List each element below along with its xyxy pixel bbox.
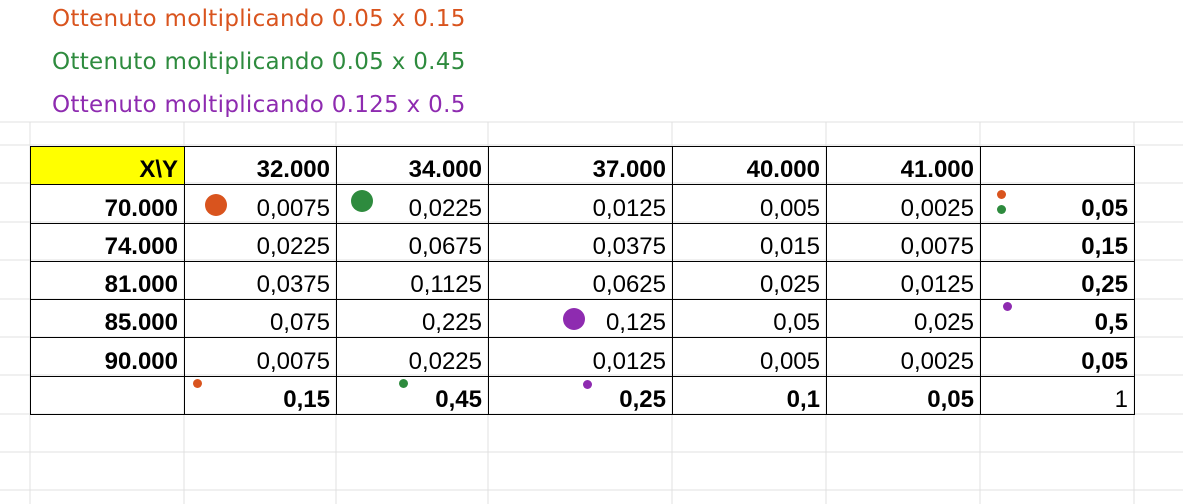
column-header[interactable]: 41.000 — [826, 145, 981, 186]
orange-dot-marker — [205, 194, 227, 217]
row-total-cell[interactable]: 0,5 — [980, 299, 1135, 339]
column-header[interactable]: 40.000 — [672, 145, 827, 186]
table-cell[interactable]: 0,0225 — [336, 184, 489, 224]
table-cell[interactable]: 0,0075 — [184, 184, 337, 224]
table-cell[interactable]: 0,025 — [672, 260, 827, 301]
column-total-cell[interactable]: 0,25 — [488, 375, 673, 416]
table-cell[interactable]: 0,005 — [672, 184, 827, 224]
orange-dot-marker — [193, 378, 202, 388]
table-row: 90.000 0,0075 0,0225 0,0125 0,005 0,0025… — [30, 337, 1135, 377]
table-cell[interactable]: 0,0075 — [184, 337, 337, 377]
table-cell[interactable]: 0,0375 — [184, 260, 337, 301]
row-header[interactable]: 85.000 — [30, 299, 185, 339]
green-dot-marker — [997, 205, 1006, 215]
table-cell[interactable]: 0,005 — [672, 337, 827, 377]
column-total-cell[interactable]: 0,1 — [672, 375, 827, 416]
table-cell[interactable]: 0,0225 — [336, 337, 489, 377]
column-total-cell[interactable]: 0,45 — [336, 375, 489, 416]
table-cell[interactable]: 0,0225 — [184, 222, 337, 262]
table-cell[interactable]: 0,0025 — [826, 337, 981, 377]
grand-total-cell[interactable]: 1 — [980, 375, 1135, 416]
joint-probability-table: X\Y 32.000 34.000 37.000 40.000 41.000 7… — [30, 145, 1135, 416]
table-cell[interactable]: 0,0625 — [488, 260, 673, 301]
table-cell[interactable]: 0,225 — [336, 299, 489, 339]
column-header[interactable] — [980, 145, 1135, 186]
corner-cell[interactable]: X\Y — [30, 145, 185, 186]
table-cell[interactable]: 0,025 — [826, 299, 981, 339]
row-header[interactable]: 81.000 — [30, 260, 185, 301]
orange-dot-marker — [997, 190, 1006, 200]
purple-dot-marker — [563, 308, 585, 331]
table-cell[interactable]: 0,015 — [672, 222, 827, 262]
annotation-orange: Ottenuto moltiplicando 0.05 x 0.15 — [52, 6, 466, 32]
table-cell[interactable]: 0,0125 — [488, 337, 673, 377]
table-row: 74.000 0,0225 0,0675 0,0375 0,015 0,0075… — [30, 222, 1135, 262]
column-total-cell[interactable]: 0,15 — [184, 375, 337, 416]
row-total-cell[interactable]: 0,25 — [980, 260, 1135, 301]
row-total-cell[interactable]: 0,05 — [980, 337, 1135, 377]
row-total-cell[interactable]: 0,05 — [980, 184, 1135, 224]
table-cell[interactable]: 0,0125 — [826, 260, 981, 301]
purple-dot-marker — [583, 379, 592, 389]
row-header[interactable]: 74.000 — [30, 222, 185, 262]
header-row: X\Y 32.000 34.000 37.000 40.000 41.000 — [30, 145, 1135, 186]
table-cell[interactable]: 0,125 — [488, 299, 673, 339]
table-row: 85.000 0,075 0,225 0,125 0,05 0,025 0,5 — [30, 299, 1135, 339]
row-header[interactable]: 90.000 — [30, 337, 185, 377]
table-cell[interactable]: 0,0375 — [488, 222, 673, 262]
row-header[interactable]: 70.000 — [30, 184, 185, 224]
purple-dot-marker — [1003, 302, 1012, 312]
table-cell[interactable]: 0,0675 — [336, 222, 489, 262]
annotation-purple: Ottenuto moltiplicando 0.125 x 0.5 — [52, 92, 466, 118]
table-cell[interactable]: 0,0025 — [826, 184, 981, 224]
column-header[interactable]: 37.000 — [488, 145, 673, 186]
table-cell[interactable]: 0,0125 — [488, 184, 673, 224]
row-total-cell[interactable]: 0,15 — [980, 222, 1135, 262]
green-dot-marker — [399, 378, 408, 388]
table-cell[interactable]: 0,05 — [672, 299, 827, 339]
totals-row: 0,15 0,45 0,25 0,1 0,05 1 — [30, 375, 1135, 416]
table-row: 70.000 0,0075 0,0225 0,0125 0,005 0,0025… — [30, 184, 1135, 224]
table-cell[interactable]: 0,1125 — [336, 260, 489, 301]
table-row: 81.000 0,0375 0,1125 0,0625 0,025 0,0125… — [30, 260, 1135, 301]
column-total-cell[interactable]: 0,05 — [826, 375, 981, 416]
annotation-green: Ottenuto moltiplicando 0.05 x 0.45 — [52, 49, 466, 75]
green-dot-marker — [351, 190, 373, 213]
table-cell[interactable]: 0,075 — [184, 299, 337, 339]
table-cell[interactable]: 0,0075 — [826, 222, 981, 262]
column-header[interactable]: 34.000 — [336, 145, 489, 186]
column-header[interactable]: 32.000 — [184, 145, 337, 186]
empty-cell[interactable] — [30, 375, 185, 416]
